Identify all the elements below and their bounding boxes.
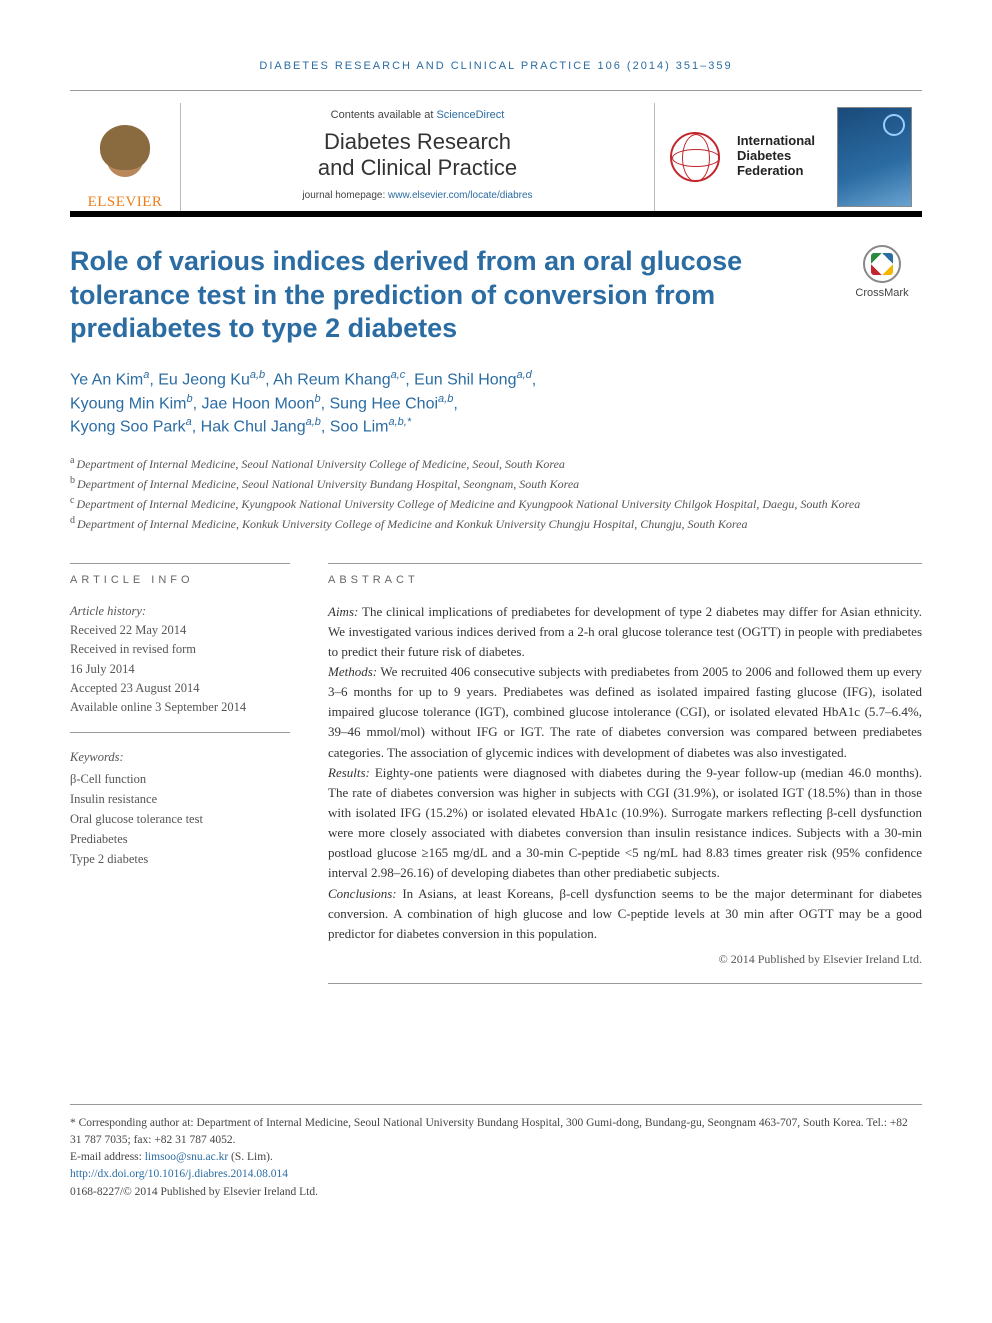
crossmark-widget[interactable]: CrossMark [842,245,922,346]
contents-prefix: Contents available at [331,109,437,121]
aims-text: The clinical implications of prediabetes… [328,604,922,659]
idf-l1: International [737,133,815,148]
author-aff: a,b [306,416,321,428]
author: , Hak Chul Jang [192,418,306,435]
contents-available: Contents available at ScienceDirect [191,109,644,121]
homepage-line: journal homepage: www.elsevier.com/locat… [191,190,644,201]
issn-line: 0168-8227/© 2014 Published by Elsevier I… [70,1184,922,1201]
journal-name: Diabetes Research and Clinical Practice [191,129,644,182]
article-history: Article history: Received 22 May 2014 Re… [70,602,290,733]
journal-name-l1: Diabetes Research [324,129,511,154]
author: Ye An Kim [70,371,143,388]
federation-block: International Diabetes Federation [655,103,922,211]
doi-link[interactable]: http://dx.doi.org/10.1016/j.diabres.2014… [70,1168,288,1180]
revised-label: Received in revised form [70,640,290,659]
author: , Ah Reum Khang [265,371,390,388]
results-text: Eighty-one patients were diagnosed with … [328,765,922,881]
methods-text: We recruited 406 consecutive subjects wi… [328,664,922,760]
aims-label: Aims: [328,604,358,619]
sep: , [532,371,536,388]
affiliation: Department of Internal Medicine, Konkuk … [77,517,747,531]
sep: , [453,395,457,412]
keyword: β-Cell function [70,769,290,789]
journal-name-l2: and Clinical Practice [318,155,517,180]
author-aff: a,b [250,369,265,381]
crossmark-label: CrossMark [855,287,908,299]
author: , Soo Lim [321,418,389,435]
corresponding-star: * [407,416,411,428]
author: , Eu Jeong Ku [149,371,250,388]
email-who: (S. Lim). [228,1151,273,1163]
affiliation: Department of Internal Medicine, Kyungpo… [76,497,860,511]
author-list: Ye An Kima, Eu Jeong Kua,b, Ah Reum Khan… [70,368,922,439]
email-label: E-mail address: [70,1151,145,1163]
author-aff: a,c [391,369,406,381]
sciencedirect-link[interactable]: ScienceDirect [436,109,504,121]
idf-l2: Diabetes [737,148,791,163]
author: , Eun Shil Hong [405,371,516,388]
history-label: Article history: [70,602,290,621]
idf-text: International Diabetes Federation [737,134,815,179]
homepage-link[interactable]: www.elsevier.com/locate/diabres [388,190,533,201]
revised-date: 16 July 2014 [70,660,290,679]
author: , Sung Hee Choi [321,395,438,412]
article-title: Role of various indices derived from an … [70,245,822,346]
publisher-block: ELSEVIER [70,103,180,211]
email-link[interactable]: limsoo@snu.ac.kr [145,1151,228,1163]
affiliations: aDepartment of Internal Medicine, Seoul … [70,453,922,533]
elsevier-tree-icon [90,120,160,190]
author-aff: a,b, [388,416,406,428]
keyword: Oral glucose tolerance test [70,809,290,829]
keywords-label: Keywords: [70,747,290,767]
idf-l3: Federation [737,163,803,178]
abstract-column: ABSTRACT Aims: The clinical implications… [328,563,922,984]
corresponding-label: * Corresponding author at: [70,1117,196,1129]
homepage-prefix: journal homepage: [302,190,388,201]
corresponding-text: Department of Internal Medicine, Seoul N… [70,1117,908,1146]
methods-label: Methods: [328,664,377,679]
keyword: Insulin resistance [70,789,290,809]
journal-block: Contents available at ScienceDirect Diab… [180,103,655,211]
abstract-body: Aims: The clinical implications of predi… [328,602,922,984]
author: Kyoung Min Kim [70,395,187,412]
author: Kyong Soo Park [70,418,186,435]
conclusions-text: In Asians, at least Koreans, β-cell dysf… [328,886,922,941]
keywords-block: Keywords: β-Cell function Insulin resist… [70,747,290,869]
accepted-date: Accepted 23 August 2014 [70,679,290,698]
publisher-name: ELSEVIER [88,194,163,211]
author-aff: a,b [438,393,453,405]
keyword: Prediabetes [70,829,290,849]
article-info-head: ARTICLE INFO [70,563,290,592]
article-info-column: ARTICLE INFO Article history: Received 2… [70,563,290,984]
affiliation: Department of Internal Medicine, Seoul N… [77,477,579,491]
author-aff: a,d [516,369,531,381]
journal-cover-thumb [837,107,912,207]
author: , Jae Hoon Moon [193,395,315,412]
masthead: ELSEVIER Contents available at ScienceDi… [70,91,922,217]
crossmark-icon [863,245,901,283]
idf-globe-icon [665,127,725,187]
footer: * Corresponding author at: Department of… [70,1104,922,1201]
keyword: Type 2 diabetes [70,849,290,869]
abstract-head: ABSTRACT [328,563,922,592]
abstract-copyright: © 2014 Published by Elsevier Ireland Ltd… [328,950,922,969]
running-head: DIABETES RESEARCH AND CLINICAL PRACTICE … [70,60,922,72]
online-date: Available online 3 September 2014 [70,698,290,717]
conclusions-label: Conclusions: [328,886,397,901]
received-date: Received 22 May 2014 [70,621,290,640]
results-label: Results: [328,765,370,780]
affiliation: Department of Internal Medicine, Seoul N… [76,457,564,471]
